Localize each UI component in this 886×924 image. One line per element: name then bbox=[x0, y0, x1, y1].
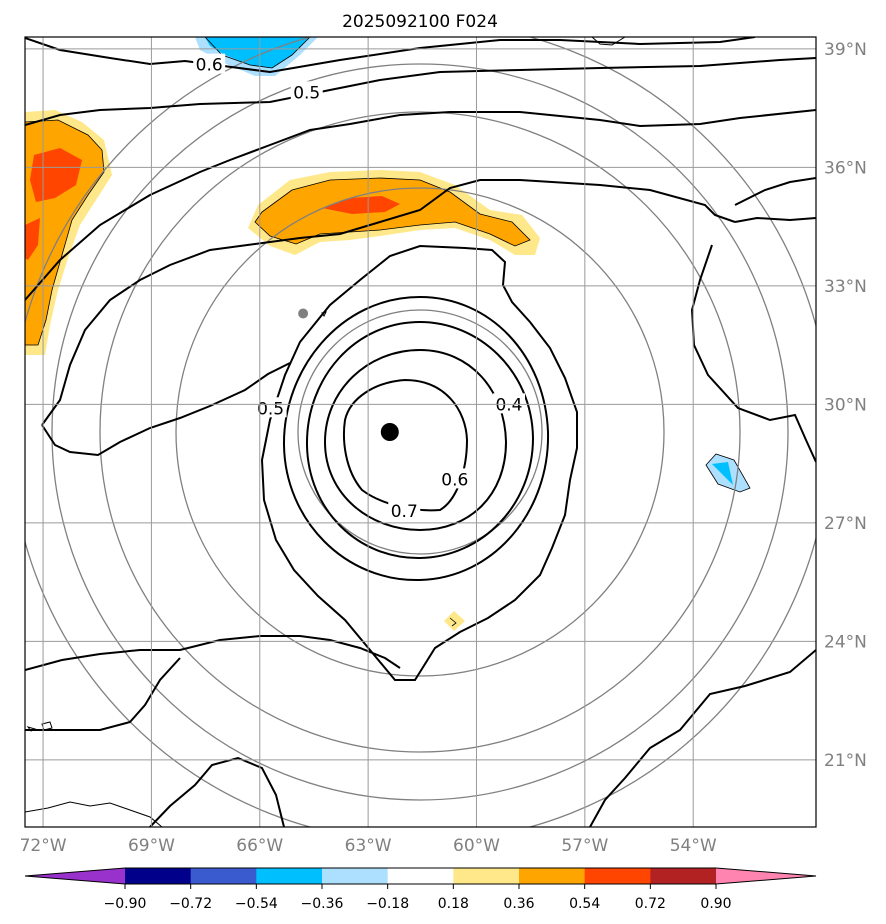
colorbar-tick-label: −0.18 bbox=[366, 896, 409, 912]
lon-tick-label: 54°W bbox=[670, 836, 717, 856]
map-area: 0.6 0.5 0.5 0.4 0.6 0.7 bbox=[25, 37, 816, 827]
shading-north-red bbox=[322, 196, 400, 214]
contour-southeast bbox=[589, 649, 816, 827]
lon-tick-label: 69°W bbox=[128, 836, 175, 856]
shading-small-yellow bbox=[444, 611, 465, 631]
contour-label-bg bbox=[492, 393, 525, 414]
lat-tick-label: 36°N bbox=[824, 158, 867, 178]
contours bbox=[25, 37, 816, 827]
colorbar-segment bbox=[125, 868, 192, 884]
coastline-sw bbox=[25, 801, 163, 827]
contour-label: 0.6 bbox=[441, 470, 468, 490]
lat-tick-label: 30°N bbox=[824, 395, 867, 415]
coastline-north bbox=[591, 37, 626, 46]
map-frame bbox=[24, 36, 817, 828]
lat-tick-label: 33°N bbox=[824, 277, 867, 297]
contour-labels: 0.6 0.5 0.5 0.4 0.6 0.7 bbox=[193, 53, 525, 522]
map-background bbox=[25, 37, 816, 827]
colorbar-tick-label: 0.90 bbox=[700, 896, 731, 912]
contour-label: 0.5 bbox=[293, 83, 320, 103]
colorbar-segment bbox=[256, 868, 323, 884]
map-title: 2025092100 F024 bbox=[342, 12, 498, 32]
range-ring-3 bbox=[99, 111, 741, 753]
contour-west-return bbox=[41, 362, 291, 457]
colorbar-arrow-high bbox=[716, 868, 816, 884]
lon-tick-label: 72°W bbox=[20, 836, 67, 856]
contour-east-vertical bbox=[690, 244, 816, 463]
shading-west-red-2 bbox=[25, 218, 40, 260]
outline-small bbox=[449, 617, 457, 627]
colorbar-segment bbox=[322, 868, 389, 884]
longitude-tick-labels: 72°W 69°W 66°W 63°W 60°W 57°W 54°W bbox=[20, 836, 717, 856]
colorbar-segment bbox=[190, 868, 257, 884]
range-ring-4 bbox=[51, 63, 789, 801]
range-ring-2 bbox=[175, 187, 665, 677]
colorbar-tick-label: 0.18 bbox=[438, 896, 469, 912]
contour-label: 0.6 bbox=[196, 56, 223, 76]
storm-center-marker bbox=[380, 423, 399, 441]
colorbar-tick-label: −0.90 bbox=[104, 896, 147, 912]
contour-label: 0.4 bbox=[495, 395, 522, 415]
colorbar-tick-label: 0.36 bbox=[503, 896, 534, 912]
contour-mid-band bbox=[25, 109, 816, 301]
contour-label-bg bbox=[193, 53, 226, 74]
outline-top bbox=[204, 37, 311, 69]
colorbar-tick-label: −0.54 bbox=[235, 896, 278, 912]
contour-0.6-ring bbox=[305, 320, 535, 560]
outline-east bbox=[705, 453, 751, 493]
lat-tick-label: 24°N bbox=[824, 632, 867, 652]
colorbar-segment bbox=[584, 868, 651, 884]
outline-north bbox=[254, 177, 531, 247]
shading-north-orange bbox=[255, 178, 530, 246]
colorbar-tick-label: −0.72 bbox=[169, 896, 212, 912]
lon-tick-label: 57°W bbox=[561, 836, 608, 856]
range-rings bbox=[25, 37, 816, 827]
contour-label-bg bbox=[254, 397, 287, 418]
latitude-tick-labels: 21°N 24°N 27°N 30°N 33°N 36°N 39°N bbox=[824, 40, 867, 771]
contour-0.6-top bbox=[25, 37, 756, 74]
lat-tick-label: 39°N bbox=[824, 40, 867, 60]
gridlines bbox=[25, 37, 816, 827]
contour-label-bg bbox=[438, 468, 471, 489]
colorbar: −0.90 −0.72 −0.54 −0.36 −0.18 0.18 0.36 0.54 0.7… bbox=[24, 867, 817, 912]
lat-tick-label: 21°N bbox=[824, 751, 867, 771]
contour-south bbox=[25, 635, 401, 671]
colorbar-segment bbox=[650, 868, 717, 884]
contour-0.5-ring bbox=[282, 295, 550, 582]
shading-east-blue bbox=[712, 462, 733, 485]
lat-tick-label: 27°N bbox=[824, 514, 867, 534]
secondary-marker bbox=[298, 308, 309, 319]
contour-east-arc bbox=[734, 177, 816, 206]
colorbar-segment bbox=[387, 868, 454, 884]
shading-outlines bbox=[25, 37, 751, 627]
lon-tick-label: 60°W bbox=[453, 836, 500, 856]
lon-tick-label: 66°W bbox=[236, 836, 283, 856]
contour-0.5-upper bbox=[25, 57, 816, 126]
outline-west bbox=[25, 119, 105, 346]
contour-label: 0.7 bbox=[391, 502, 418, 522]
colorbar-segment bbox=[519, 868, 586, 884]
contour-east-loop bbox=[734, 216, 816, 223]
range-ring-1 bbox=[297, 309, 543, 555]
colorbar-segment bbox=[453, 868, 520, 884]
contour-south-loop bbox=[149, 756, 285, 827]
colorbar-tick-label: 0.54 bbox=[569, 896, 600, 912]
contour-0.4-broad bbox=[41, 179, 736, 426]
colorbar-arrow-low bbox=[25, 868, 125, 884]
contour-southwest-curve bbox=[25, 657, 181, 731]
lon-tick-label: 63°W bbox=[345, 836, 392, 856]
contour-label-bg bbox=[388, 500, 421, 520]
colorbar-tick-label: 0.72 bbox=[635, 896, 666, 912]
contour-label-bg bbox=[290, 81, 323, 102]
colorbar-tick-label: −0.36 bbox=[301, 896, 344, 912]
contour-label: 0.5 bbox=[257, 399, 284, 419]
